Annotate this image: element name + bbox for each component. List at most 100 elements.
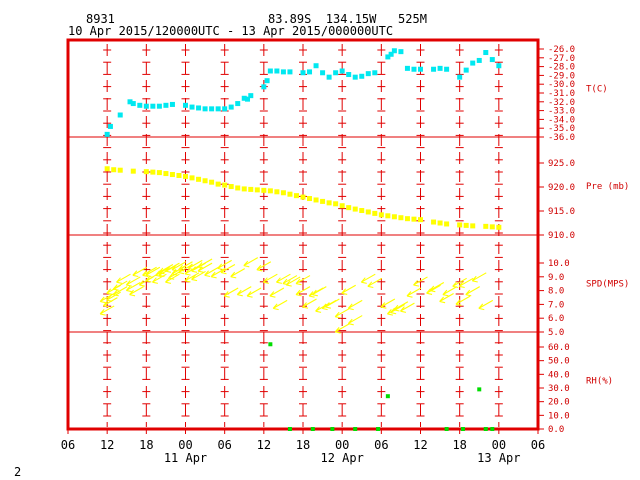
- wind-arrow: [129, 286, 144, 297]
- pressure-point: [470, 223, 476, 229]
- wind-arrow: [243, 257, 259, 268]
- pressure-point: [267, 188, 273, 194]
- y-tick-label: 6.0: [548, 314, 564, 324]
- pressure-point: [333, 201, 339, 207]
- wind-arrow: [125, 281, 141, 293]
- wind-arrow: [295, 275, 311, 286]
- pressure-point: [313, 197, 319, 203]
- rh-point: [268, 342, 273, 347]
- temperature-point: [444, 66, 450, 72]
- wind-arrow-shape: [341, 284, 356, 295]
- wind-arrow-shape: [452, 277, 467, 289]
- rh-point: [287, 427, 292, 431]
- pressure-point: [209, 179, 215, 185]
- temperature-point: [209, 106, 215, 112]
- x-tick-label: 06: [217, 438, 231, 452]
- x-tick-label: 18: [139, 438, 153, 452]
- wind-arrow-shape: [230, 268, 245, 279]
- temperature-point: [107, 123, 113, 129]
- station-location: 83.89S 134.15W 525M: [268, 12, 427, 26]
- temperature-point: [169, 101, 175, 107]
- wind-arrow: [223, 287, 239, 298]
- wind-arrow-shape: [165, 262, 180, 273]
- wind-arrow: [230, 268, 245, 279]
- wind-arrow: [256, 261, 272, 272]
- pressure-point: [463, 222, 469, 228]
- temperature-point: [287, 69, 293, 75]
- wind-arrow: [347, 299, 363, 311]
- pressure-point: [346, 205, 352, 211]
- wind-arrow: [347, 315, 363, 326]
- temperature-point: [189, 104, 195, 110]
- wind-arrow: [458, 277, 474, 289]
- wind-arrow-shape: [112, 286, 128, 297]
- rh-point: [477, 387, 482, 392]
- wind-arrow: [390, 304, 405, 315]
- temperature-point: [307, 69, 313, 75]
- wind-arrow-shape: [311, 286, 327, 297]
- rh-point: [483, 427, 488, 431]
- pressure-point: [365, 209, 371, 215]
- pressure-point: [391, 214, 397, 220]
- temperature-point: [274, 68, 280, 74]
- wind-arrow: [112, 286, 128, 297]
- wind-arrow: [406, 287, 422, 298]
- pressure-point: [189, 175, 195, 181]
- temperature-point: [496, 63, 502, 69]
- wind-arrow: [295, 286, 311, 297]
- wind-arrow-shape: [347, 299, 363, 311]
- temperature-point: [215, 106, 221, 112]
- temperature-point: [359, 73, 365, 79]
- wind-arrow: [334, 323, 350, 334]
- panel-label: SPD(MPS): [586, 280, 629, 290]
- wind-arrow-shape: [455, 295, 471, 306]
- x-tick-label: 12: [100, 438, 114, 452]
- wind-arrow: [171, 261, 187, 272]
- temperature-point: [365, 71, 371, 77]
- pressure-point: [176, 172, 182, 178]
- temperature-point: [489, 57, 495, 63]
- y-tick-label: -27.0: [548, 54, 575, 64]
- wind-arrow: [132, 266, 148, 278]
- y-tick-label: -30.0: [548, 80, 575, 90]
- pressure-point: [293, 193, 299, 199]
- wind-arrow: [302, 298, 317, 309]
- pressure-point: [156, 170, 162, 176]
- rh-point: [353, 427, 358, 431]
- temperature-point: [404, 65, 410, 71]
- pressure-point: [418, 217, 423, 223]
- wind-arrow-shape: [103, 297, 118, 308]
- y-tick-label: -36.0: [548, 133, 575, 143]
- wind-arrow: [217, 259, 232, 271]
- y-tick-label: 910.0: [548, 231, 575, 241]
- y-tick-label: 0.0: [548, 425, 564, 435]
- temperature-point: [431, 66, 437, 72]
- x-tick-label: 12: [257, 438, 271, 452]
- temperature-point: [463, 67, 469, 73]
- date-label: 11 Apr: [164, 451, 207, 465]
- y-tick-label: -32.0: [548, 98, 575, 108]
- wind-arrow-shape: [217, 259, 232, 271]
- wind-arrow: [426, 284, 441, 295]
- temperature-point: [352, 74, 358, 80]
- wind-arrow-shape: [125, 281, 141, 293]
- rh-point: [376, 427, 381, 431]
- wind-arrow: [220, 264, 236, 275]
- wind-arrow: [106, 291, 121, 302]
- wind-arrow-shape: [178, 261, 193, 272]
- pressure-point: [150, 169, 156, 175]
- pressure-point: [431, 219, 437, 225]
- wind-arrow-shape: [458, 277, 474, 289]
- wind-arrow: [262, 273, 278, 284]
- y-tick-label: 60.0: [548, 343, 570, 353]
- wind-arrow-shape: [478, 299, 494, 311]
- wind-arrow-shape: [125, 276, 141, 287]
- y-tick-label: 30.0: [548, 384, 570, 394]
- temperature-point: [476, 57, 482, 63]
- pressure-point: [307, 196, 313, 202]
- date-label: 12 Apr: [320, 451, 363, 465]
- wind-arrow-shape: [295, 275, 311, 286]
- wind-arrow-shape: [334, 323, 350, 334]
- temperature-point: [245, 96, 251, 102]
